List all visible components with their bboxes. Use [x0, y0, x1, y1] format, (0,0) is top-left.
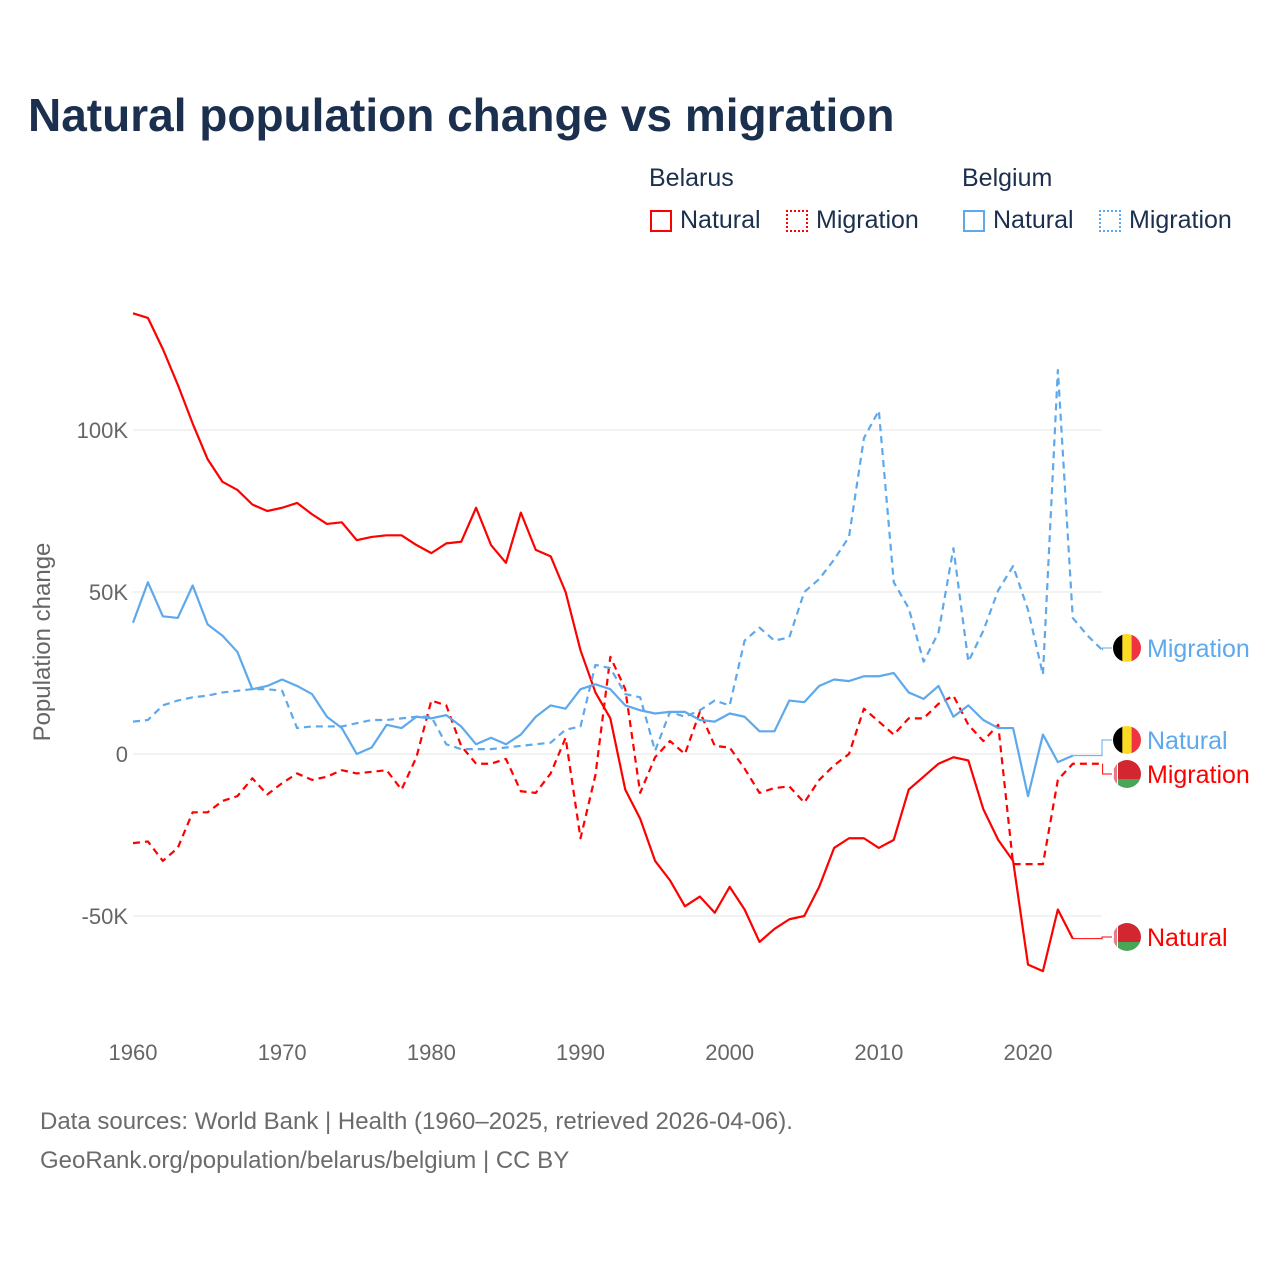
x-tick-label: 1990: [556, 1040, 605, 1065]
series-line-belgium-migration: [132, 368, 1104, 752]
legend-label: Natural: [993, 206, 1074, 234]
series-end-label: Natural: [1147, 727, 1228, 755]
flag-stripe: [1113, 726, 1123, 754]
y-tick-label: 50K: [89, 580, 128, 605]
flag-stripe: [1113, 942, 1141, 951]
legend-label: Migration: [816, 206, 919, 234]
belgium-flag-icon: [1113, 726, 1141, 754]
series-end-label: Migration: [1147, 761, 1250, 789]
flag-fill: [1113, 760, 1141, 788]
chart-title: Natural population change vs migration: [28, 89, 895, 141]
x-tick-label: 2020: [1004, 1040, 1053, 1065]
flag-ornament: [1114, 760, 1117, 788]
flag-stripe: [1122, 726, 1133, 754]
flag-stripe: [1113, 760, 1141, 779]
flag-stripe: [1131, 634, 1141, 662]
footer-sources: Data sources: World Bank | Health (1960–…: [40, 1108, 793, 1135]
y-tick-label: 0: [116, 742, 128, 767]
flag-ornament: [1114, 923, 1117, 951]
y-tick-label: 100K: [77, 418, 129, 443]
series-end-label: Natural: [1147, 924, 1228, 952]
legend-group-belarus: Belarus: [649, 164, 734, 192]
flag-fill: [1113, 726, 1141, 754]
flag-stripe: [1122, 634, 1133, 662]
belarus-flag-icon: [1113, 923, 1141, 951]
belarus-flag-icon: [1113, 760, 1141, 788]
series-line-belarus-migration: [132, 655, 1103, 866]
label-connector: [1072, 936, 1112, 940]
legend-group-belgium: Belgium: [962, 164, 1053, 192]
series-line-belarus-natural: [132, 312, 1074, 973]
legend-label: Natural: [680, 206, 761, 234]
x-tick-label: 1980: [407, 1040, 456, 1065]
legend-swatch-dotted: [1099, 209, 1121, 232]
legend-belarus-migration[interactable]: Migration: [786, 206, 919, 235]
flag-stripe: [1113, 779, 1141, 788]
x-tick-label: 2010: [854, 1040, 903, 1065]
flag-fill: [1113, 923, 1141, 951]
legend-belgium-natural[interactable]: Natural: [963, 206, 1074, 235]
flag-stripe: [1131, 726, 1141, 754]
x-tick-label: 2000: [705, 1040, 754, 1065]
flag-fill: [1113, 634, 1141, 662]
label-connector: [1102, 647, 1112, 651]
flag-stripe: [1113, 634, 1123, 662]
legend-belgium-migration[interactable]: Migration: [1099, 206, 1232, 235]
x-tick-label: 1970: [258, 1040, 307, 1065]
label-connector: [1102, 763, 1112, 775]
y-axis-label: Population change: [29, 543, 56, 742]
flag-stripe: [1113, 923, 1141, 942]
series-end-label: Migration: [1147, 635, 1250, 663]
footer-link[interactable]: GeoRank.org/population/belarus/belgium |…: [40, 1147, 570, 1174]
x-tick-label: 1960: [109, 1040, 158, 1065]
series-line-belgium-natural: [131, 581, 1074, 798]
y-tick-label: -50K: [82, 904, 129, 929]
legend-belarus-natural[interactable]: Natural: [650, 206, 761, 235]
legend-swatch-dotted: [786, 209, 808, 232]
label-connector: [1072, 739, 1112, 757]
legend-swatch-solid: [650, 209, 672, 232]
legend-swatch-solid: [963, 209, 985, 232]
legend-label: Migration: [1129, 206, 1232, 234]
belgium-flag-icon: [1113, 634, 1141, 662]
